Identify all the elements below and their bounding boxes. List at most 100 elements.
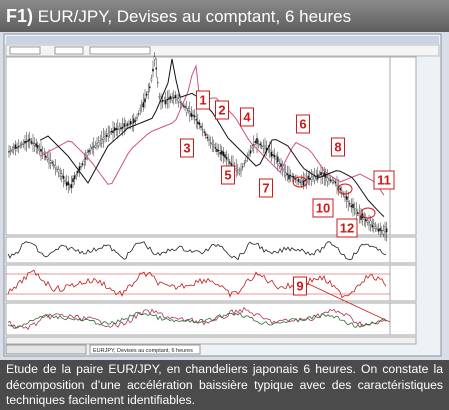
candle-body (353, 208, 356, 210)
candle-body (299, 181, 301, 183)
candle-body (120, 127, 122, 130)
candle-body (128, 123, 130, 126)
candle-body (40, 149, 42, 152)
candle-body (78, 166, 81, 171)
candle-body (137, 113, 140, 115)
annotation-box (293, 276, 307, 296)
candle-body (133, 118, 135, 124)
indicator-line (7, 269, 387, 299)
candle-body (328, 178, 330, 180)
candle-body (278, 163, 281, 167)
candle-body (240, 168, 242, 171)
candle-body (309, 177, 311, 180)
annotation-label: 3 (183, 140, 190, 155)
candle-body (123, 123, 125, 127)
candle-body (219, 152, 221, 155)
annotation-label: 1 (199, 92, 206, 107)
candle-body (350, 205, 353, 208)
annotation-box (296, 114, 310, 134)
candle-body (326, 177, 329, 182)
candle-body (107, 133, 109, 137)
candle-body (376, 227, 378, 230)
candle-body (171, 97, 173, 102)
candle-body (157, 82, 159, 84)
candle-body (142, 102, 145, 108)
candle-body (16, 146, 18, 149)
candle-body (121, 126, 124, 129)
candle-body (152, 68, 154, 72)
candle-body (237, 168, 239, 171)
candle-body (136, 117, 138, 119)
candle-body (352, 203, 354, 208)
candle-body (22, 143, 25, 145)
candle-body (166, 98, 169, 101)
candle-body (14, 144, 17, 149)
candle-body (38, 149, 41, 152)
candle-body (96, 143, 98, 147)
annotation-box (259, 178, 273, 198)
candle-body (49, 160, 52, 163)
candle-body (144, 98, 146, 103)
candle-body (9, 150, 12, 152)
candle-body (67, 181, 69, 186)
candle-body (59, 173, 61, 177)
candle-body (72, 178, 74, 183)
candle-body (37, 145, 39, 149)
annotation-box (240, 107, 254, 127)
candle-body (289, 175, 292, 177)
candle-body (264, 145, 266, 148)
candle-body (310, 177, 313, 180)
candle-body (29, 138, 31, 141)
candle-body (227, 159, 229, 161)
candle-body (251, 145, 253, 149)
candle-body (323, 172, 325, 177)
candle-body (11, 149, 13, 152)
candle-body (254, 141, 257, 143)
candle-body (109, 132, 111, 136)
candle-body (45, 155, 47, 158)
candle-body (238, 171, 241, 174)
candle-body (382, 230, 385, 235)
candle-body (169, 96, 172, 100)
annotation-box (331, 137, 345, 157)
candle-body (131, 122, 133, 124)
candle-body (19, 145, 21, 148)
annotation-label: 9 (296, 278, 303, 293)
candle-body (35, 143, 37, 147)
candle-body (77, 171, 79, 174)
candle-body (101, 139, 103, 144)
candle-body (125, 125, 127, 129)
candle-body (81, 163, 84, 166)
annotation-label: 12 (340, 220, 354, 235)
annotation-box (196, 90, 210, 110)
candle-body (374, 226, 377, 229)
annotation-label: 7 (262, 180, 269, 195)
candle-body (205, 133, 207, 136)
indicator-line (7, 241, 387, 261)
candle-body (51, 162, 53, 164)
candle-body (203, 131, 205, 133)
candle-body (198, 122, 201, 125)
candle-body (286, 173, 289, 175)
candle-body (8, 151, 10, 153)
candle-body (270, 151, 273, 157)
candle-body (229, 161, 231, 164)
candle-body (182, 105, 185, 107)
candle-body (206, 136, 209, 139)
candle-body (249, 150, 252, 154)
candle-body (139, 108, 141, 111)
candle-body (153, 56, 156, 61)
candle-body (243, 163, 245, 165)
candle-body (333, 180, 335, 183)
indicator-line (7, 311, 387, 329)
candle-body (150, 78, 153, 81)
annotation-label: 10 (316, 200, 330, 215)
candle-body (363, 217, 365, 220)
candle-body (126, 123, 129, 126)
candle-body (355, 210, 357, 214)
candle-body (134, 120, 137, 122)
candle-body (320, 172, 322, 176)
chart-screenshot: EURJPY, Devises au comptant, 6 heures 12… (0, 32, 449, 360)
candle-body (161, 100, 164, 102)
